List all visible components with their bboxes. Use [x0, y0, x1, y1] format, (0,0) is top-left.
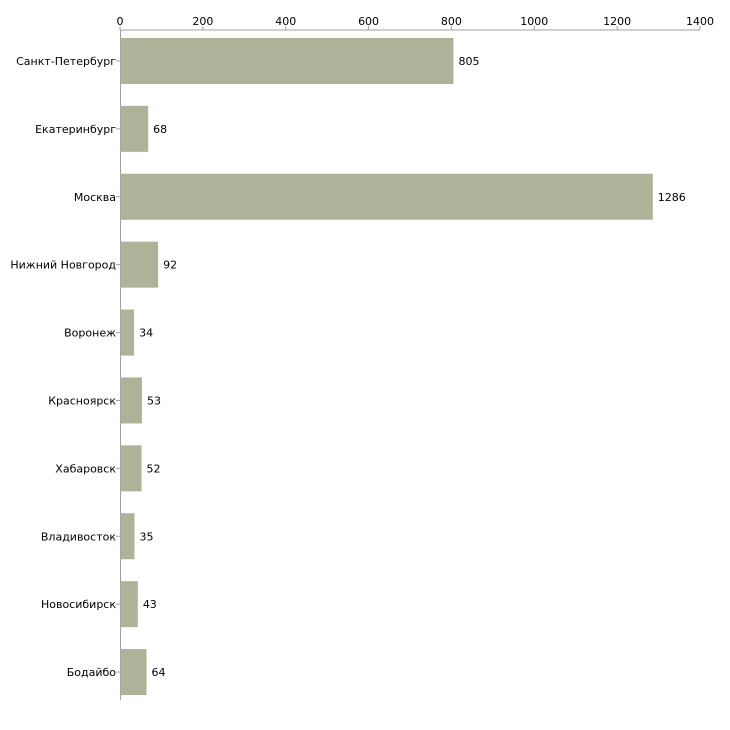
category-label: Санкт-Петербург — [16, 55, 116, 68]
category-label: Нижний Новгород — [10, 259, 116, 272]
category-label: Бодайбо — [67, 666, 117, 679]
x-tick-label: 600 — [358, 15, 379, 28]
data-label: 805 — [459, 55, 480, 68]
x-tick-label: 1400 — [686, 15, 714, 28]
x-tick-label: 200 — [192, 15, 213, 28]
category-label: Москва — [74, 191, 116, 204]
bar — [120, 105, 149, 152]
bar — [120, 377, 142, 424]
data-label: 43 — [143, 598, 157, 611]
category-label: Воронеж — [64, 327, 116, 340]
bar — [120, 513, 135, 560]
x-tick-label: 1000 — [520, 15, 548, 28]
data-label: 53 — [147, 394, 161, 407]
category-label: Владивосток — [41, 530, 116, 543]
data-label: 34 — [139, 327, 153, 340]
bar — [120, 241, 159, 288]
x-tick-label: 400 — [275, 15, 296, 28]
bar — [120, 173, 653, 220]
x-tick-label: 1200 — [603, 15, 631, 28]
bar — [120, 445, 142, 492]
bar — [120, 309, 135, 356]
category-label: Красноярск — [48, 394, 116, 407]
bar-layer — [120, 37, 653, 696]
data-label: 68 — [153, 123, 167, 136]
category-label: Екатеринбург — [35, 123, 116, 136]
bar — [120, 581, 138, 628]
data-label: 52 — [147, 462, 161, 475]
data-label: 64 — [152, 666, 166, 679]
bar — [120, 649, 147, 696]
x-tick-label: 0 — [117, 15, 124, 28]
label-layer: 0 200 400 600 800 1000 1200 1400 Санкт-Петербург… — [10, 15, 714, 679]
category-label: Новосибирск — [41, 598, 116, 611]
data-label: 1286 — [658, 191, 686, 204]
data-label: 92 — [163, 259, 177, 272]
category-label: Хабаровск — [55, 462, 116, 475]
axis-layer — [116, 26, 701, 700]
bar — [120, 37, 454, 84]
x-tick-label: 800 — [441, 15, 462, 28]
data-label: 35 — [140, 530, 154, 543]
